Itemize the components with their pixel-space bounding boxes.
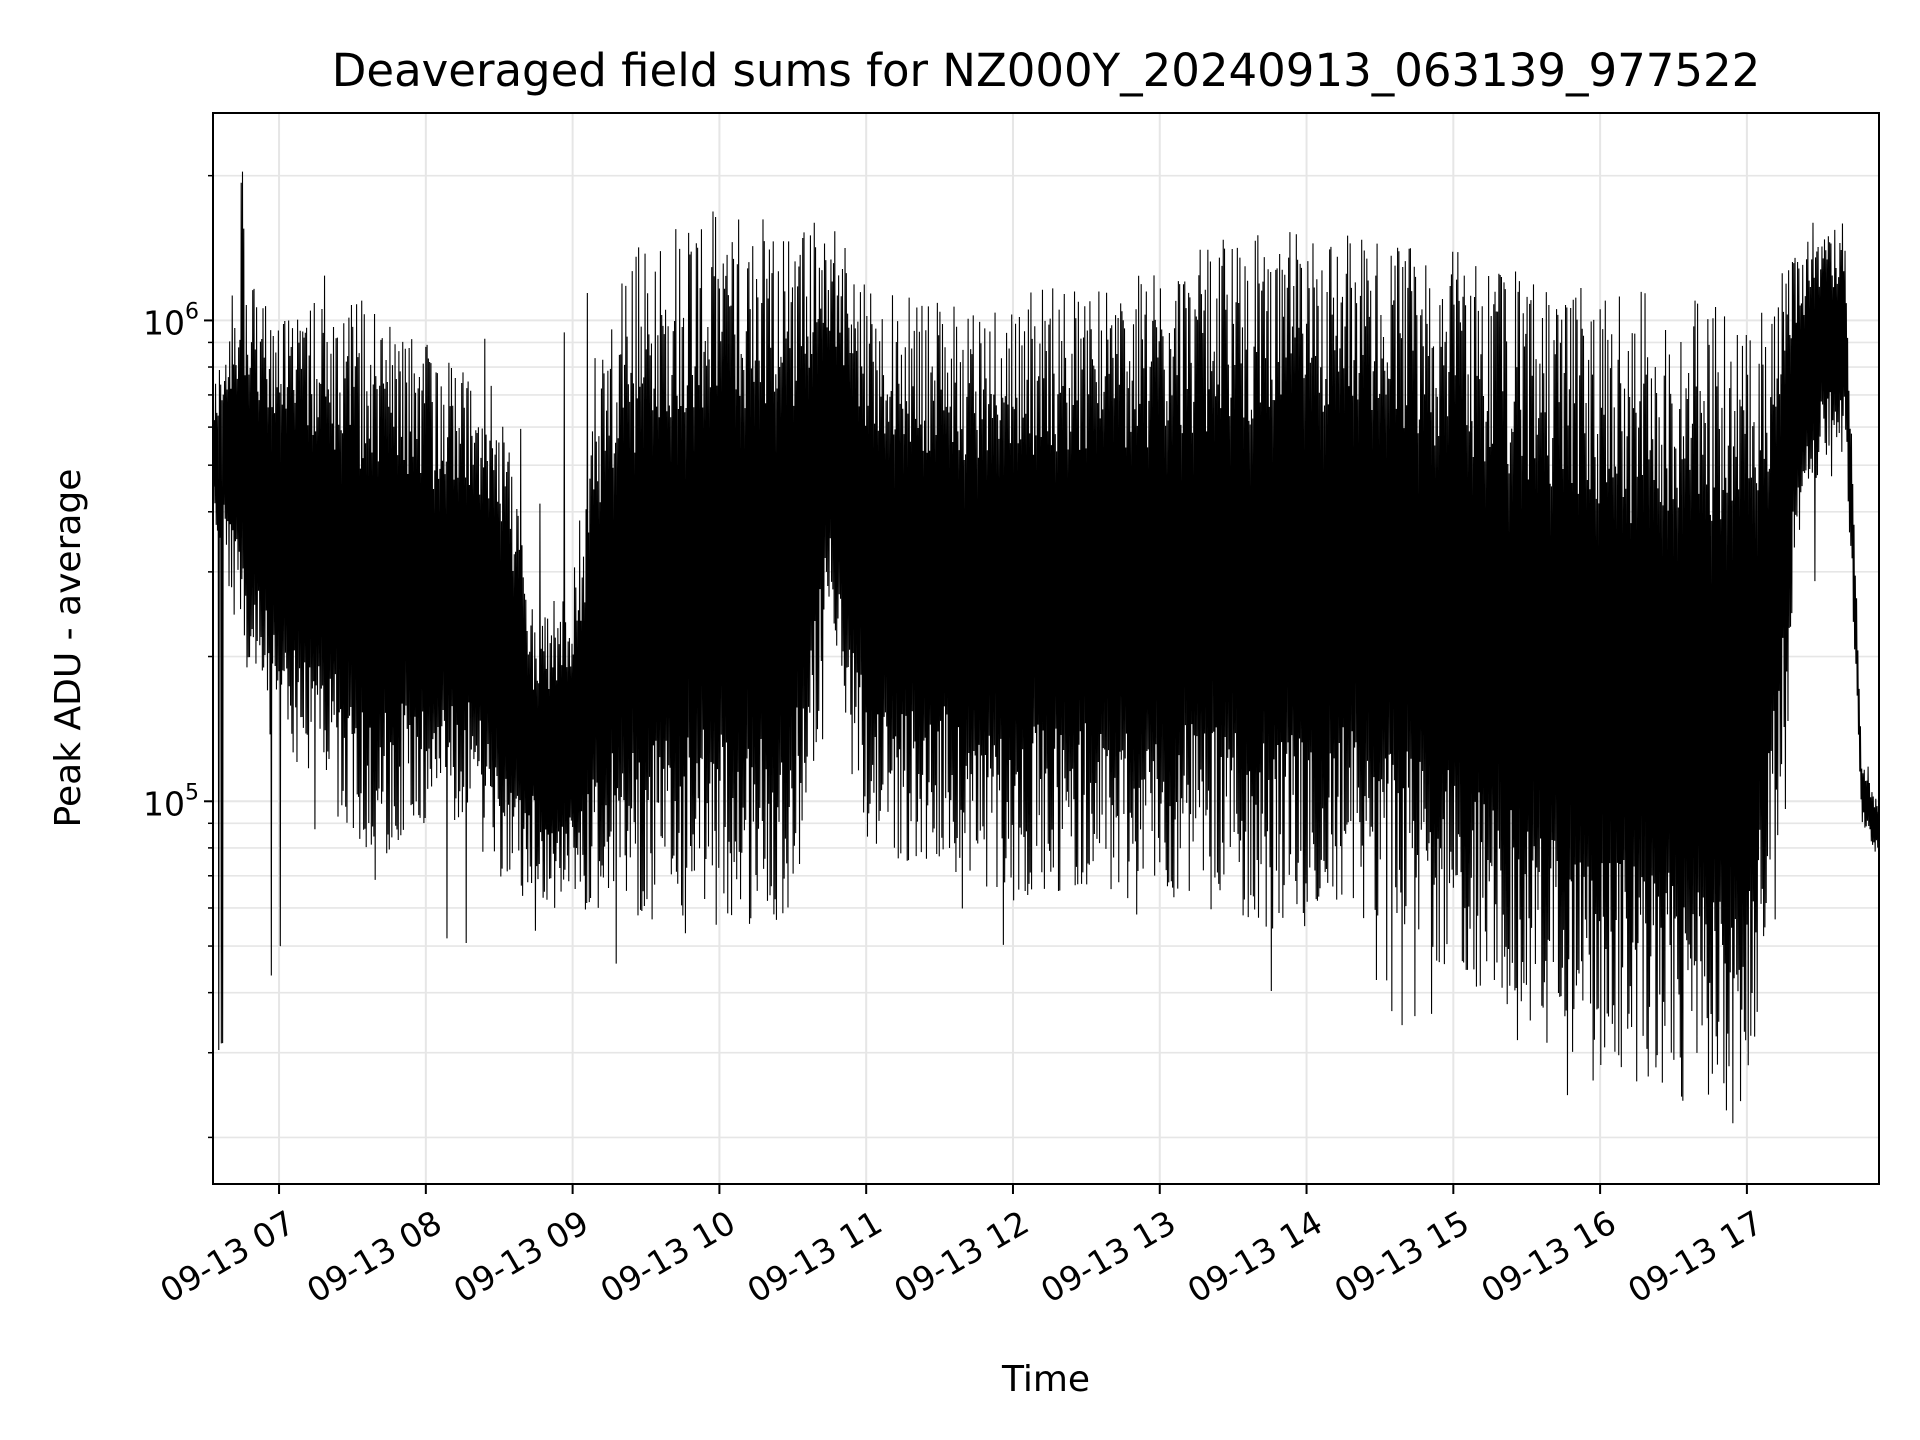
y-tick-label: 106 [143, 299, 199, 342]
plot-frame [212, 112, 1880, 1185]
chart-title: Deaveraged field sums for NZ000Y_2024091… [332, 44, 1761, 97]
y-tick-exponent: 6 [185, 299, 199, 324]
y-tick-base: 10 [143, 303, 185, 342]
x-axis-label: Time [1001, 1359, 1090, 1400]
y-tick-base: 10 [143, 784, 185, 823]
series [213, 171, 1879, 1124]
y-tick-exponent: 5 [185, 780, 199, 805]
series-line [213, 171, 1879, 1124]
y-tick-label: 105 [143, 780, 199, 823]
y-axis-label: Peak ADU - average [48, 469, 89, 828]
